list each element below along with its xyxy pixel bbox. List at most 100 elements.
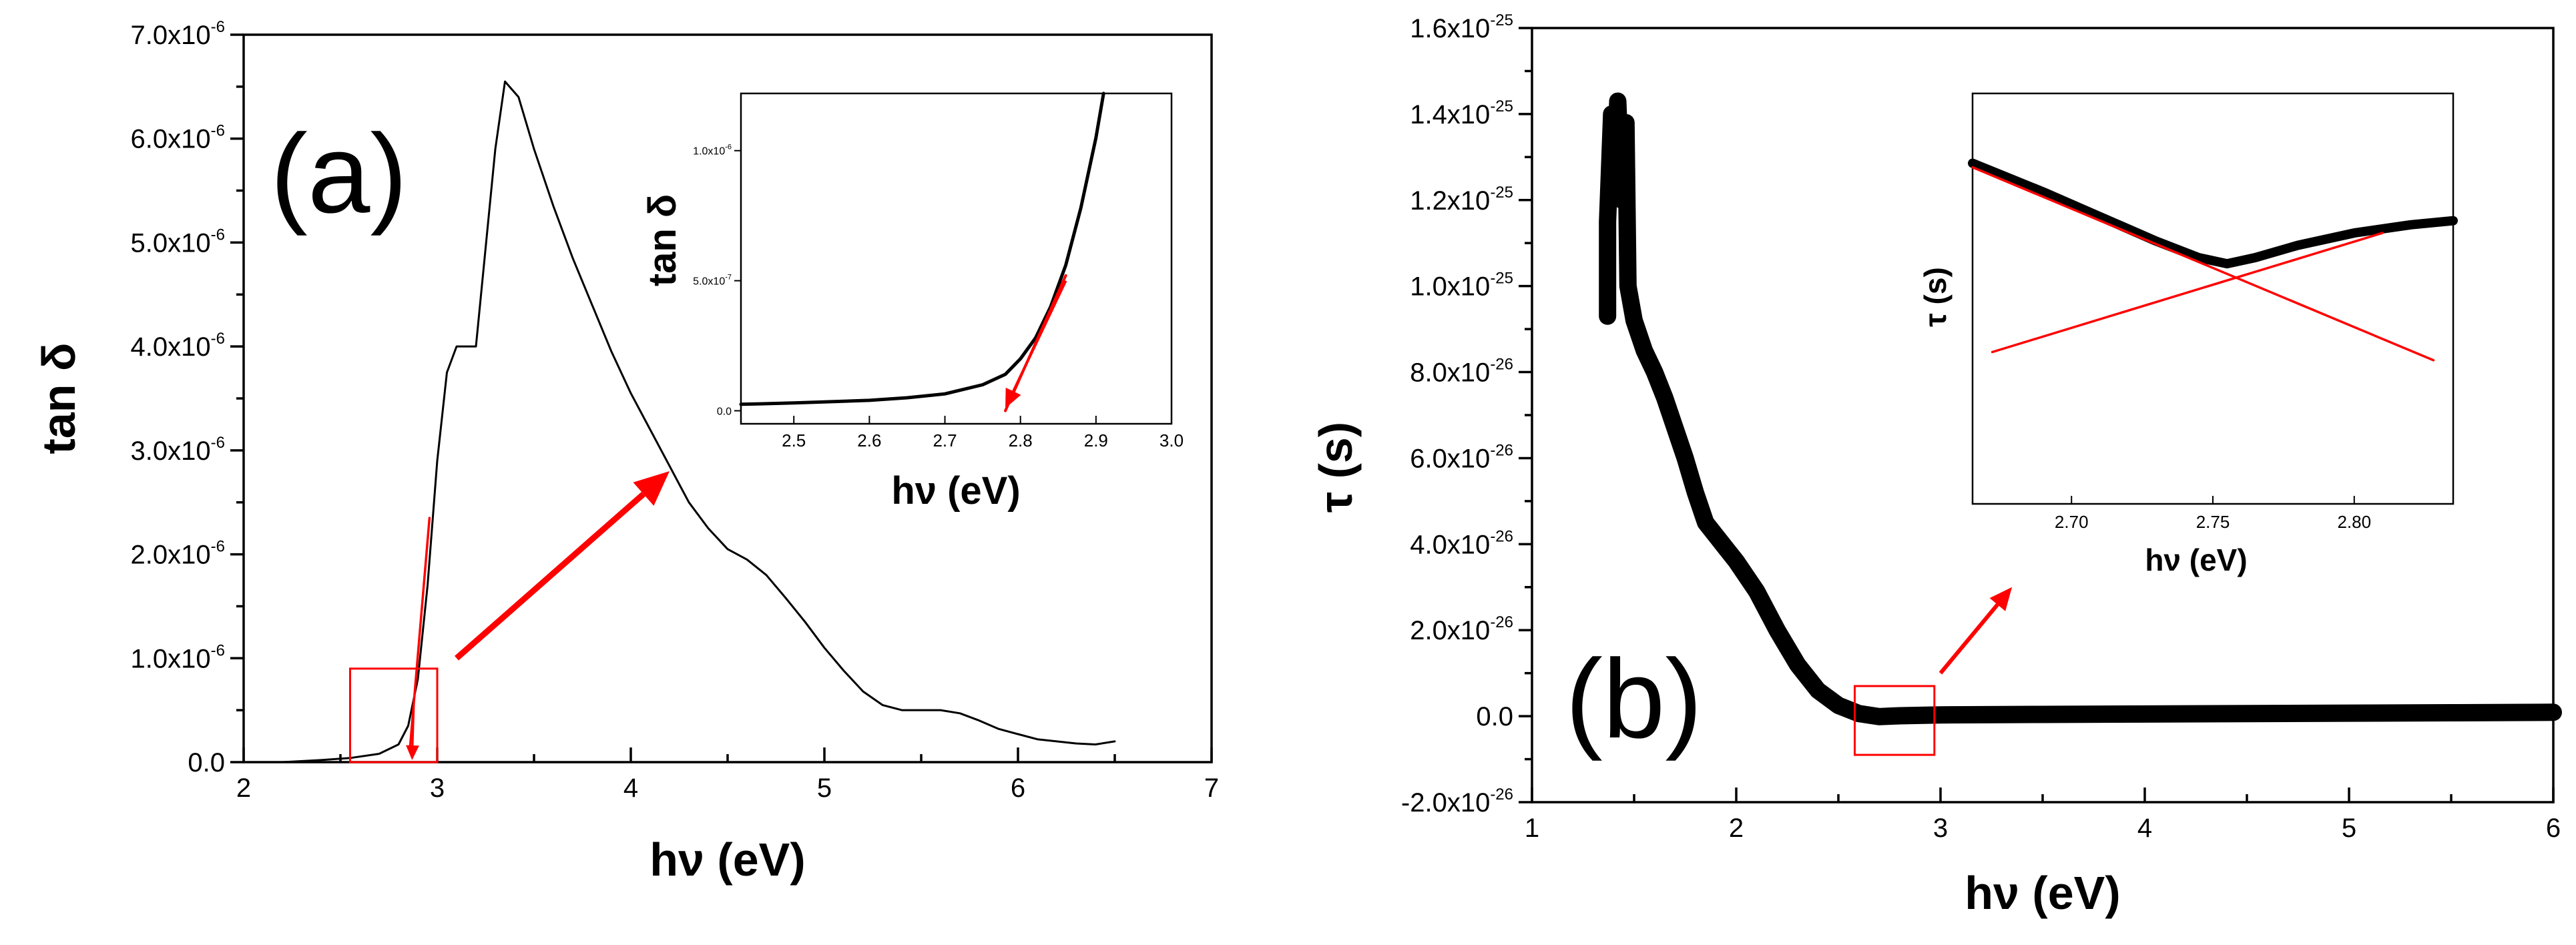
zoom-arrow-head <box>1989 587 2013 611</box>
y-tick-label: 2.0x10-26 <box>1410 613 1513 645</box>
inset-x-tick-label: 2.7 <box>933 430 957 450</box>
inset-x-tick-label: 2.6 <box>857 430 881 450</box>
panel-b-chart: 1 2 3 4 5 6-2.0x10-260.02.0x10-264.0x10-266.0… <box>1310 11 2562 919</box>
inset-y-tick-label-mantissa: 1.0x10 <box>693 146 725 158</box>
panel-a-y-label: tan δ <box>33 343 85 454</box>
y-tick-label: 2.0x10-6 <box>131 538 225 570</box>
y-tick-label: 0.0 <box>188 748 225 777</box>
zoom-arrow-shaft <box>455 491 646 661</box>
y-tick-label-mantissa: 6.0x10 <box>131 125 211 154</box>
drop-arrow-head <box>406 745 419 760</box>
y-tick-label-mantissa: 1.0x10 <box>1410 272 1490 302</box>
panel-b-series <box>1599 92 2562 725</box>
x-tick-label: 2 <box>236 773 251 803</box>
y-tick-label-exponent: -6 <box>211 641 225 659</box>
zoom-box <box>349 667 439 763</box>
panel-a-inset: 2.5 2.6 2.7 2.8 2.9 3.0 0.0 5.0x10-7 1.0x10-6 hν… <box>641 91 1184 513</box>
y-tick-label: 0.0 <box>1476 702 1513 731</box>
y-tick-label: 1.4x10-25 <box>1410 97 1513 129</box>
inset-x-tick-label: 3.0 <box>1160 430 1184 450</box>
inset-x-tick-label: 2.70 <box>2055 512 2089 532</box>
y-tick-label: 3.0x10-6 <box>131 434 225 466</box>
y-tick-label-mantissa: 0.0 <box>1476 702 1513 731</box>
x-tick-label: 4 <box>2137 814 2152 843</box>
panel-a-x-label: hν (eV) <box>650 834 805 886</box>
y-tick-label-mantissa: 3.0x10 <box>131 436 211 466</box>
tan-delta-line <box>281 80 1116 763</box>
y-tick-label: 5.0x10-6 <box>131 226 225 258</box>
inset-x-tick-label: 2.75 <box>2196 512 2230 532</box>
panel-a-inset-y-label: tan δ <box>641 194 684 286</box>
panel-a-inset-ticks: 2.5 2.6 2.7 2.8 2.9 3.0 0.0 5.0x10-7 1.0x10-6 <box>693 143 1184 450</box>
inset-y-tick-label-exponent: -7 <box>725 274 732 282</box>
x-tick-label: 6 <box>2546 814 2561 843</box>
inset-fit-line-2 <box>1991 232 2384 354</box>
y-tick-label-exponent: -25 <box>1490 270 1513 288</box>
y-tick-label-mantissa: 2.0x10 <box>131 541 211 570</box>
panel-a-chart: 2 3 4 5 6 70.01.0x10-62.0x10-63.0x10-64.0x10-… <box>33 18 1219 886</box>
y-tick-label-mantissa: 1.6x10 <box>1410 14 1490 43</box>
inset-y-tick-label-mantissa: 0.0 <box>717 406 732 418</box>
y-tick-label-exponent: -25 <box>1490 97 1513 115</box>
zoom-box <box>1853 685 1936 756</box>
inset-arrow-shaft <box>1012 280 1067 392</box>
inset-y-tick-label: 0.0 <box>717 406 732 418</box>
y-tick-label-mantissa: 5.0x10 <box>131 228 211 258</box>
y-tick-label: 4.0x10-6 <box>131 330 225 362</box>
inset-y-tick-label-exponent: -6 <box>725 143 732 151</box>
y-tick-label: 7.0x10-6 <box>131 18 225 50</box>
y-tick-label-exponent: -6 <box>211 538 225 556</box>
panel-a-annotations <box>349 471 670 763</box>
x-tick-label: 4 <box>623 773 638 803</box>
y-tick-label-mantissa: 1.4x10 <box>1410 100 1490 129</box>
panel-a-inset-frame <box>740 92 1173 425</box>
panel-a-inset-x-label: hν (eV) <box>891 469 1020 513</box>
y-tick-label: 1.0x10-25 <box>1410 270 1513 302</box>
panel-b-inset-x-label: hν (eV) <box>2145 543 2247 577</box>
inset-fit-line-1 <box>1971 166 2435 362</box>
x-tick-label: 1 <box>1525 814 1539 843</box>
y-tick-label: 6.0x10-6 <box>131 122 225 154</box>
inset-y-tick-label-mantissa: 5.0x10 <box>693 276 725 288</box>
panel-b-label: (b) <box>1565 636 1702 761</box>
inset-y-tick-label: 1.0x10-6 <box>693 143 732 158</box>
inset-arrow-head <box>1005 387 1021 408</box>
y-tick-label-mantissa: 7.0x10 <box>131 21 211 50</box>
y-tick-label-exponent: -6 <box>211 122 225 140</box>
x-tick-label: 5 <box>817 773 832 803</box>
panel-a-ticks: 2 3 4 5 6 70.01.0x10-62.0x10-63.0x10-64.0x10-… <box>131 18 1220 803</box>
y-tick-label: 1.2x10-25 <box>1410 184 1513 216</box>
panel-b-inset-series <box>1968 158 2458 362</box>
panel-a-label: (a) <box>270 111 407 236</box>
panel-b-inset: 2.70 2.75 2.80 hν (eV) τ (s) <box>1918 92 2458 577</box>
x-tick-label: 3 <box>1933 814 1948 843</box>
y-tick-label-exponent: -6 <box>211 226 225 244</box>
panel-b-inset-frame <box>1971 92 2455 505</box>
x-tick-label: 7 <box>1204 773 1219 803</box>
y-tick-label-mantissa: 6.0x10 <box>1410 444 1490 473</box>
y-tick-label-mantissa: 1.0x10 <box>131 644 211 673</box>
zoom-arrow-shaft <box>1939 603 1999 675</box>
y-tick-label-mantissa: 2.0x10 <box>1410 616 1490 645</box>
y-tick-label-mantissa: 8.0x10 <box>1410 358 1490 388</box>
drop-arrow-shaft <box>411 699 415 745</box>
inset-tau-line <box>1968 158 2458 269</box>
y-tick-label: 1.6x10-25 <box>1410 11 1513 43</box>
x-tick-label: 3 <box>430 773 445 803</box>
y-tick-label-exponent: -6 <box>211 330 225 348</box>
y-tick-label-mantissa: 1.2x10 <box>1410 186 1490 216</box>
panel-b-x-label: hν (eV) <box>1965 867 2120 919</box>
y-tick-label-exponent: -25 <box>1490 184 1513 202</box>
panel-b-inset-y-label: τ (s) <box>1918 267 1953 327</box>
y-tick-label: 4.0x10-26 <box>1410 527 1513 559</box>
y-tick-label-mantissa: 4.0x10 <box>1410 530 1490 559</box>
y-tick-label-exponent: -6 <box>211 434 225 452</box>
inset-x-tick-label: 2.5 <box>782 430 806 450</box>
panel-a-inset-annotations <box>1005 280 1067 408</box>
panel-b-y-label: τ (s) <box>1310 422 1362 513</box>
x-tick-label: 2 <box>1729 814 1744 843</box>
y-tick-label-exponent: -26 <box>1490 785 1513 804</box>
inset-x-tick-label: 2.8 <box>1009 430 1033 450</box>
inset-x-tick-label: 2.80 <box>2337 512 2371 532</box>
